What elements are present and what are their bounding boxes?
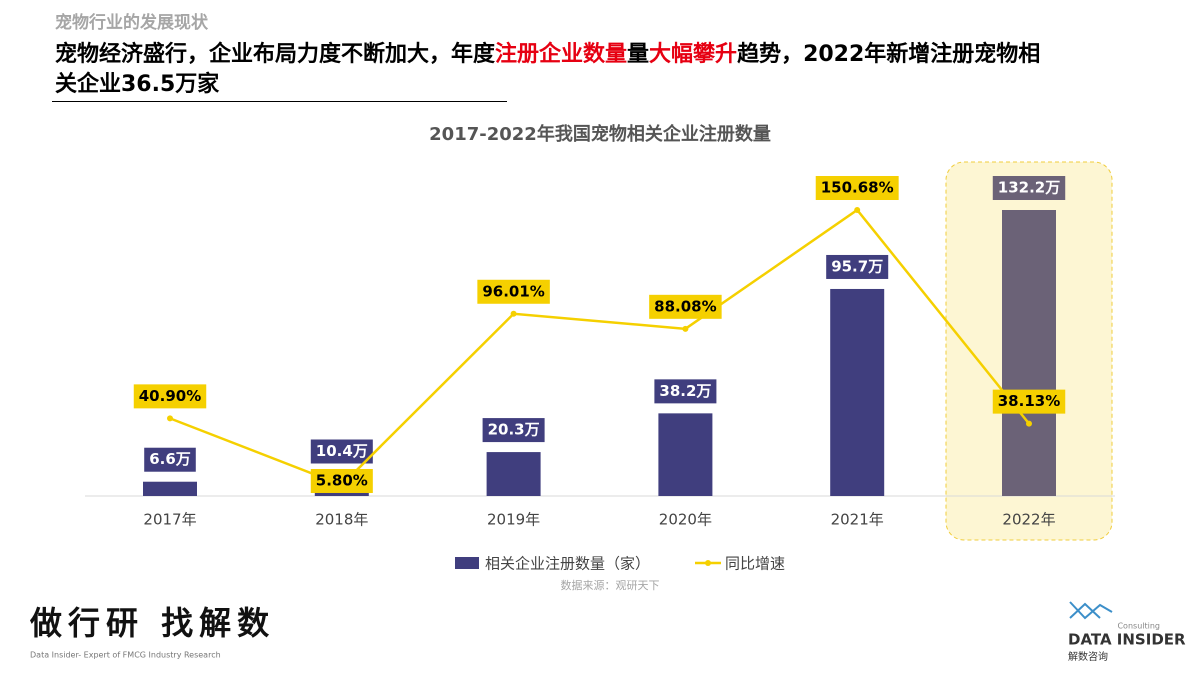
brand-cn: 解数咨询 (1068, 650, 1108, 663)
bar (830, 288, 885, 496)
line-label-bg (477, 279, 550, 304)
legend-swatch-dot (705, 560, 711, 566)
x-tick-label: 2017年 (143, 511, 196, 529)
line-label-bg (310, 468, 373, 493)
line-label: 40.90% (139, 387, 201, 405)
bar-label-bg (826, 254, 889, 279)
line-point (682, 325, 689, 332)
legend-label: 相关企业注册数量（家） (485, 555, 650, 573)
bar-label-bg (992, 176, 1066, 200)
bar (658, 413, 713, 496)
logo-mark (1069, 601, 1113, 620)
headline-part: 趋势，2022年新增注册宠物相关企业36.5万家 (55, 42, 1041, 97)
bar-label-bg (482, 418, 545, 443)
headline: 宠物经济盛行，企业布局力度不断加大，年度注册企业数量量大幅攀升趋势，2022年新… (55, 40, 1055, 100)
line-label: 150.68% (821, 179, 894, 197)
line-label: 5.80% (316, 471, 368, 489)
line (169, 208, 1030, 487)
legend-swatch (455, 557, 479, 569)
brand-sub: Consulting (1117, 622, 1160, 631)
bar-label: 10.4万 (316, 442, 368, 460)
line-point (167, 415, 173, 422)
x-tick-label: 2018年 (315, 511, 368, 529)
headline-part: 大幅攀升 (649, 42, 738, 67)
line-label: 38.13% (998, 392, 1060, 410)
bar-label: 95.7万 (831, 257, 883, 275)
line-label-bg (133, 384, 207, 409)
line-point (510, 310, 517, 317)
line-label-bg (815, 176, 899, 200)
line-point (854, 207, 861, 213)
bar-label-bg (654, 379, 717, 404)
section-title: 宠物行业的发展现状 (55, 13, 208, 33)
line-label-bg (992, 389, 1066, 414)
bar-label: 38.2万 (659, 382, 711, 400)
slogan: 做行研 找解数 (29, 604, 275, 642)
bar (486, 452, 541, 496)
headline-part: 注册企业数量 (495, 42, 628, 67)
bar-label: 6.6万 (149, 450, 191, 468)
bar-label: 132.2万 (998, 179, 1060, 197)
tagline: Data Insider- Expert of FMCG Industry Re… (30, 651, 221, 660)
legend-label: 同比增速 (725, 555, 785, 573)
bar (1002, 210, 1056, 496)
underline (52, 101, 507, 102)
line-label-bg (649, 294, 722, 319)
bar (143, 481, 197, 496)
bar-label-bg (144, 447, 196, 472)
x-tick-label: 2021年 (831, 511, 884, 529)
x-tick-label: 2019年 (487, 511, 540, 529)
x-tick-label: 2020年 (659, 511, 712, 529)
source: 数据来源：观研天下 (561, 578, 660, 592)
bar-label-bg (310, 439, 373, 464)
headline-part: 宠物经济盛行，企业布局力度不断加大，年度 (55, 42, 496, 67)
line-label: 96.01% (482, 282, 544, 300)
bar-label: 20.3万 (488, 421, 540, 439)
brand: DATA INSIDER (1068, 631, 1186, 649)
headline-part: 量 (627, 42, 650, 67)
chart-title: 2017-2022年我国宠物相关企业注册数量 (429, 123, 771, 145)
line-point (1026, 420, 1032, 427)
x-tick-label: 2022年 (1002, 511, 1055, 529)
line-label: 88.08% (654, 297, 716, 315)
